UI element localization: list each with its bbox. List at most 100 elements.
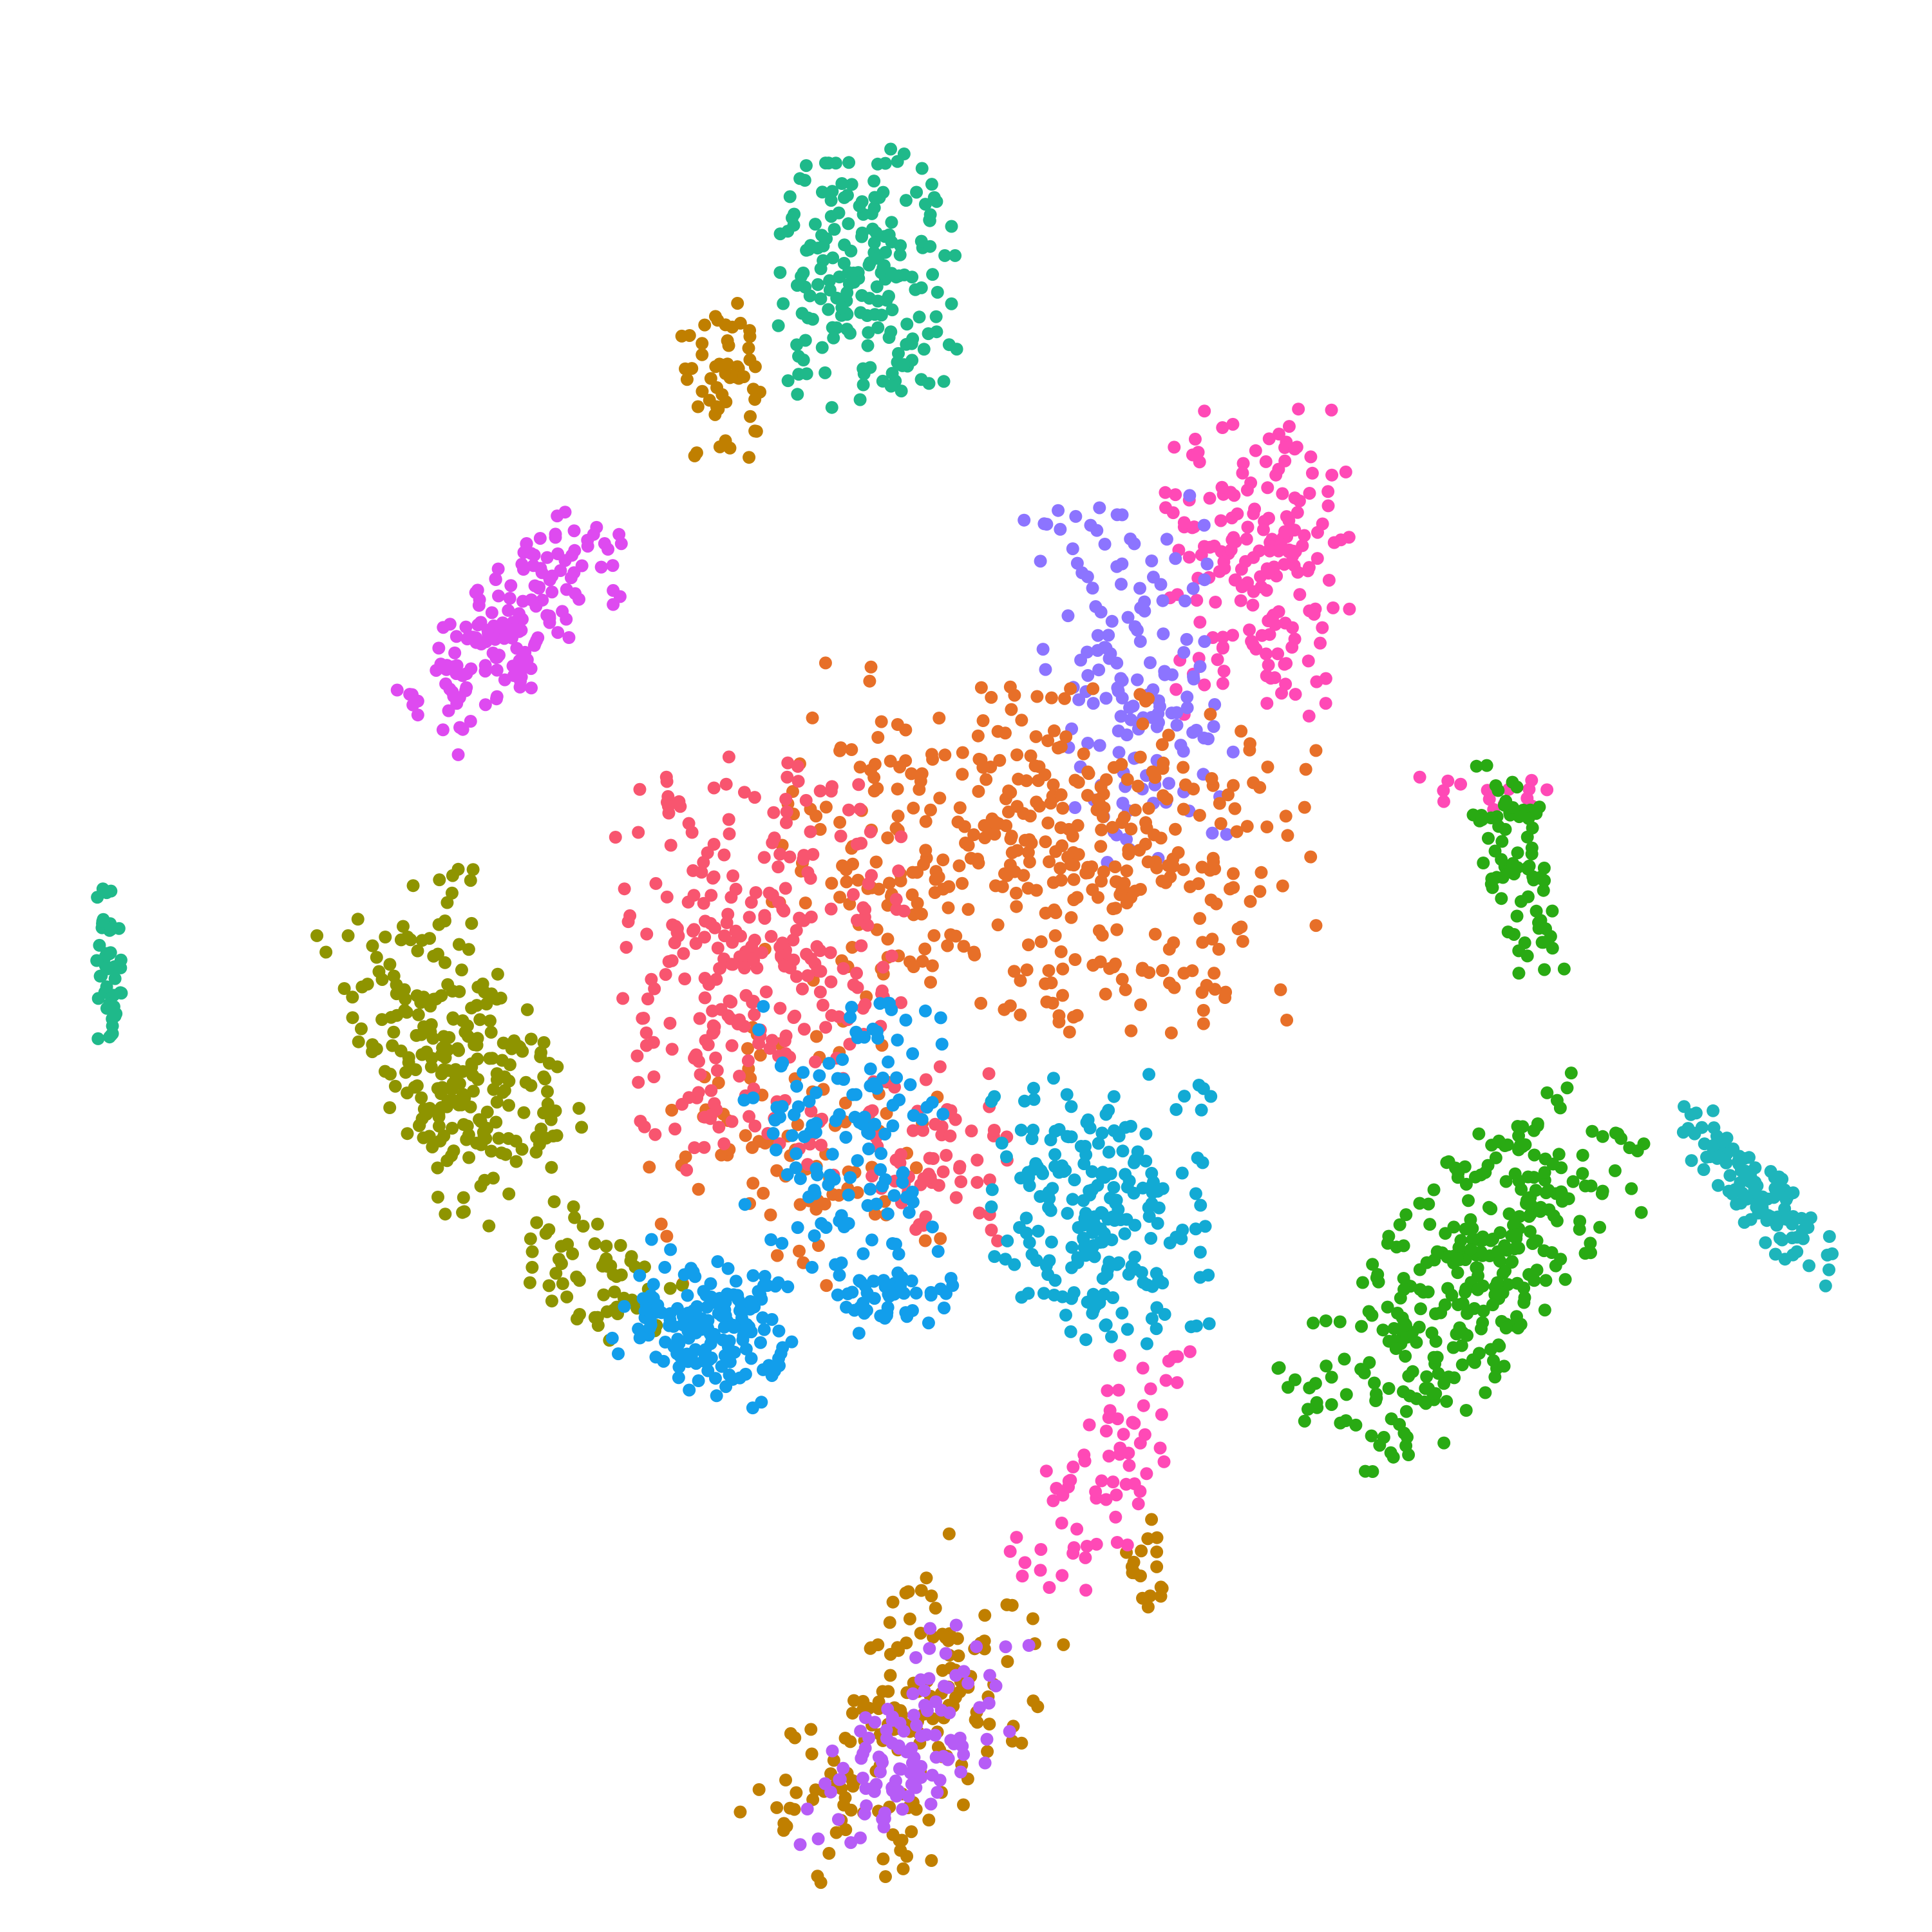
scatter-point [1177, 863, 1190, 876]
scatter-point [1193, 455, 1206, 469]
scatter-point [933, 712, 946, 724]
scatter-point [708, 921, 721, 934]
scatter-point [945, 297, 958, 310]
scatter-point [1095, 1126, 1109, 1140]
scatter-point [1157, 627, 1170, 641]
scatter-point [1039, 1464, 1053, 1478]
scatter-point [432, 918, 446, 931]
scatter-point [892, 346, 905, 360]
scatter-point [1393, 1218, 1406, 1231]
scatter-point [722, 339, 735, 352]
points-layer [90, 142, 1839, 1889]
scatter-point [1112, 746, 1126, 759]
scatter-point [1477, 1304, 1490, 1318]
scatter-point [800, 947, 813, 961]
scatter-point [649, 876, 663, 890]
scatter-point [491, 562, 505, 576]
scatter-point [899, 1014, 913, 1027]
scatter-point [1046, 996, 1059, 1010]
scatter-point [1162, 777, 1175, 790]
scatter-point [526, 1260, 539, 1274]
scatter-point [752, 1037, 766, 1050]
scatter-point [813, 985, 827, 999]
scatter-point [654, 1217, 668, 1231]
scatter-point [953, 1162, 966, 1175]
scatter-point [920, 1728, 933, 1741]
scatter-point [1343, 602, 1356, 616]
scatter-point [838, 1732, 852, 1745]
scatter-point [896, 1803, 909, 1816]
scatter-point [1521, 862, 1535, 876]
scatter-point [985, 1183, 999, 1197]
scatter-point [940, 1149, 953, 1162]
scatter-point [815, 185, 829, 199]
scatter-point [926, 753, 940, 766]
scatter-point [1231, 507, 1244, 520]
scatter-point [825, 876, 838, 890]
scatter-point [658, 1260, 672, 1274]
scatter-point [1321, 485, 1335, 498]
scatter-point [1151, 707, 1165, 721]
scatter-point [1211, 653, 1224, 667]
scatter-point [766, 1034, 779, 1047]
scatter-point [1795, 1211, 1808, 1225]
scatter-point [1365, 1429, 1378, 1443]
scatter-point [923, 1642, 936, 1655]
scatter-point [728, 1345, 741, 1359]
scatter-point [781, 770, 794, 784]
scatter-point [1056, 962, 1070, 976]
scatter-point [1180, 632, 1193, 646]
scatter-point [432, 1119, 446, 1133]
scatter-point [924, 1797, 938, 1811]
scatter-point [983, 1173, 996, 1187]
scatter-point [886, 1119, 900, 1133]
scatter-point [473, 1113, 486, 1126]
scatter-point [833, 1269, 846, 1282]
scatter-point [1038, 768, 1052, 782]
scatter-point [893, 1833, 906, 1847]
scatter-point [806, 711, 819, 724]
scatter-point [465, 1001, 478, 1015]
scatter-point [1010, 800, 1024, 813]
scatter-point [1169, 552, 1182, 565]
scatter-point [492, 589, 506, 603]
scatter-point [637, 1011, 650, 1025]
scatter-point [1115, 972, 1129, 986]
scatter-point [1502, 1207, 1516, 1220]
scatter-point [856, 1771, 869, 1785]
scatter-point [1195, 1103, 1208, 1117]
scatter-point [1062, 1475, 1075, 1488]
scatter-point [1260, 820, 1274, 834]
scatter-point [1099, 692, 1113, 705]
scatter-point [972, 1206, 986, 1220]
scatter-point [873, 1765, 887, 1779]
scatter-point [793, 1838, 807, 1852]
scatter-point [681, 1289, 694, 1302]
scatter-point [655, 1306, 668, 1320]
scatter-point [1227, 779, 1240, 792]
scatter-point [953, 1731, 967, 1745]
scatter-point [1139, 1154, 1153, 1168]
scatter-point [910, 185, 923, 199]
scatter-point [819, 800, 833, 814]
scatter-point [1017, 869, 1030, 882]
scatter-point [688, 1141, 701, 1155]
scatter-point [864, 361, 877, 374]
scatter-point [545, 1160, 558, 1174]
scatter-point [793, 911, 806, 925]
scatter-point [1200, 557, 1214, 571]
scatter-point [879, 1870, 892, 1884]
scatter-point [1430, 1245, 1444, 1258]
scatter-point [424, 1060, 438, 1074]
scatter-point [1091, 629, 1104, 642]
scatter-point [1056, 1290, 1069, 1303]
scatter-point [1458, 1160, 1472, 1173]
scatter-point [722, 813, 735, 826]
scatter-point [1132, 1497, 1145, 1511]
scatter-point [1455, 1339, 1468, 1352]
scatter-point [845, 743, 858, 757]
scatter-point [1707, 1139, 1720, 1152]
scatter-point [864, 1642, 877, 1655]
scatter-point [1451, 1171, 1464, 1184]
scatter-point [432, 1110, 446, 1124]
